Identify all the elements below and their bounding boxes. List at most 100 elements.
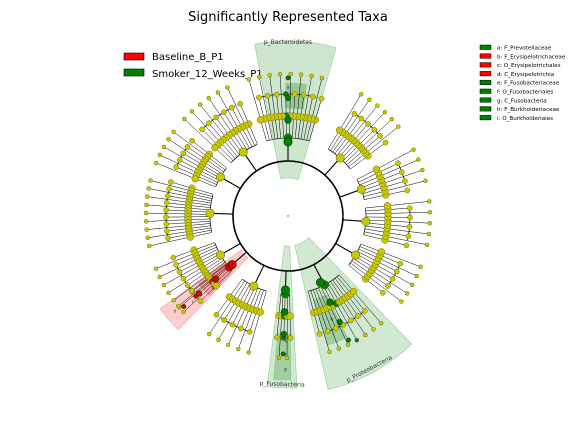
tree-node-33 [237, 100, 243, 107]
key-label-b: b: F_Erysipelotrichaceae [497, 54, 566, 60]
tree-node-53 [199, 126, 205, 133]
tree-node-75 [154, 160, 159, 166]
branch-leaf-206 [350, 262, 402, 302]
tree-node-19 [277, 72, 283, 77]
branch-leaf-258 [356, 149, 414, 180]
tree-node-233 [406, 224, 413, 230]
biomarker-fusobacteria-1 [280, 285, 290, 295]
biomarker-erysipelotrichia-1 [227, 260, 237, 270]
clade-letter-f: f [285, 352, 287, 358]
tree-node-159 [238, 325, 244, 332]
biomarker-bacteroidetes-4 [285, 75, 291, 81]
phylum-node-6 [249, 281, 259, 291]
key-swatch-a [479, 44, 492, 50]
branch-leaf-14 [289, 74, 291, 139]
tree-node-77 [168, 179, 174, 185]
branch-leaf-156 [227, 286, 256, 345]
tree-node-131 [171, 298, 176, 303]
root-node [287, 215, 289, 217]
tree-node-63 [166, 137, 171, 142]
tree-node-257 [395, 160, 401, 167]
tree-node-255 [416, 157, 421, 162]
tree-node-245 [404, 187, 411, 194]
tree-node-101 [163, 221, 170, 227]
tree-node-202 [350, 287, 358, 296]
key-label-f: f: O_Fusobacteriales [497, 90, 553, 96]
branch-leaf-110 [149, 232, 212, 247]
tree-node-263 [396, 124, 401, 129]
branch-leaf-26 [258, 76, 273, 140]
tree-node-271 [382, 109, 388, 115]
branch-leaf-226 [364, 231, 428, 246]
tree-node-205 [380, 289, 386, 296]
tree-node-25 [264, 92, 271, 99]
tree-node-67 [161, 144, 167, 150]
branch-leaf-266 [344, 118, 393, 163]
tree-node-243 [427, 199, 432, 204]
biomarker-fusobacteria-3 [280, 330, 287, 337]
branch-leaf-102 [146, 223, 211, 230]
key-swatch-b [479, 53, 492, 59]
tree-node-203 [378, 320, 384, 326]
tree-node-157 [226, 342, 231, 348]
key-label-e: e: F_Fusobacteriaceae [497, 81, 560, 87]
tree-node-119 [157, 274, 162, 280]
tree-node-143 [181, 309, 186, 315]
tree-node-27 [257, 74, 262, 80]
biomarker-proteobacteria-1 [315, 278, 325, 287]
tree-node-177 [316, 331, 323, 337]
branch-leaf-86 [147, 196, 211, 206]
group-legend: Baseline_B_P1 Smoker_12_Weeks_P1 [123, 52, 263, 80]
tree-node-39 [215, 90, 221, 95]
tree-node-269 [371, 126, 378, 133]
tree-node-283 [358, 92, 364, 97]
tree-node-191 [354, 337, 360, 343]
tree-node-223 [418, 264, 423, 270]
tree-node-97 [163, 214, 169, 220]
clade-letter-a: a [287, 86, 290, 91]
branch-leaf-82 [148, 188, 212, 202]
tree-node-241 [406, 205, 413, 211]
biomarker-proteobacteria-2 [326, 298, 334, 306]
tree-node-187 [345, 342, 351, 347]
tree-node-282 [335, 126, 344, 134]
tree-node-1 [318, 95, 325, 102]
branch-leaf-46 [199, 104, 240, 155]
tree-node-23 [267, 72, 272, 78]
tree-node-71 [157, 152, 163, 158]
branch-leaf-30 [248, 79, 267, 142]
tree-node-169 [276, 355, 282, 360]
tree-node-127 [166, 290, 171, 296]
tree-node-273 [365, 121, 371, 127]
tree-node-149 [207, 331, 212, 337]
tree-node-139 [176, 303, 181, 309]
tree-node-181 [324, 328, 331, 335]
phylum-node-9 [351, 250, 360, 260]
tree-node-201 [361, 308, 368, 314]
tree-node-115 [153, 266, 159, 271]
branch-leaf-168 [278, 293, 284, 358]
legend-label-smoker: Smoker_12_Weeks_P1 [152, 69, 263, 80]
branch-leaf-106 [147, 227, 211, 239]
tree-node-164 [256, 308, 264, 316]
branch-leaf-118 [159, 249, 218, 278]
branch-leaf-262 [348, 126, 399, 168]
key-label-c: c: O_Erysipelotrichales [497, 63, 561, 69]
key-swatch-g [479, 97, 492, 103]
branch-leaf-270 [341, 111, 386, 160]
tree-node-235 [427, 220, 433, 226]
biomarker-bacteroidetes-3 [284, 94, 292, 102]
biomarker-proteobacteria-3 [336, 319, 343, 326]
tree-node-113 [170, 254, 177, 261]
branch-leaf-74 [156, 162, 216, 188]
branch-leaf-164 [248, 290, 267, 353]
tree-node-61 [184, 144, 191, 150]
branch-leaf-160 [238, 288, 261, 350]
key-swatch-f [479, 88, 492, 94]
key-label-d: d: C_Erysipelotrichia [497, 72, 554, 78]
tree-node-73 [173, 164, 180, 170]
tree-node-227 [424, 242, 430, 247]
tree-node-47 [197, 102, 203, 107]
branch-leaf-90 [146, 204, 211, 211]
tree-node-117 [173, 262, 179, 268]
